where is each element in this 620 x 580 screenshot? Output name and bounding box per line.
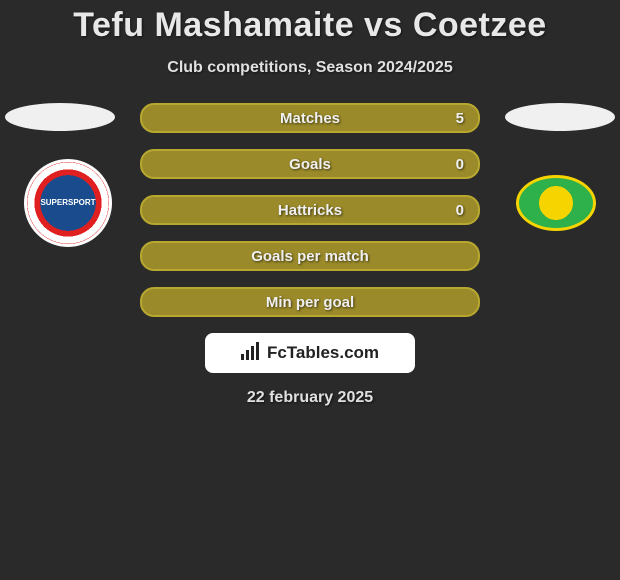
stat-bars: Matches 5 Goals 0 Hattricks 0 Goals per … [140,103,480,317]
club-badge-left: SUPERSPORT [24,159,112,247]
club-badge-right [516,175,596,231]
club-badge-right-inner [536,183,576,223]
page-title: Tefu Mashamaite vs Coetzee [0,0,620,45]
club-badge-left-label: SUPERSPORT [40,199,95,207]
stat-row-min-per-goal: Min per goal [140,287,480,317]
stat-row-matches: Matches 5 [140,103,480,133]
stat-label: Goals per match [251,248,369,265]
stat-label: Hattricks [278,202,342,219]
player-left-photo-oval [5,103,115,131]
stat-label: Matches [280,110,340,127]
stat-value: 0 [456,156,464,173]
stat-label: Min per goal [266,294,354,311]
stat-label: Goals [289,156,331,173]
stat-row-hattricks: Hattricks 0 [140,195,480,225]
stat-value: 0 [456,202,464,219]
page-subtitle: Club competitions, Season 2024/2025 [0,59,620,77]
stat-value: 5 [456,110,464,127]
chart-icon [241,342,263,365]
source-logo-box: FcTables.com [205,333,415,373]
date-line: 22 february 2025 [0,389,620,407]
comparison-panel: SUPERSPORT Matches 5 Goals 0 Hattricks 0… [0,103,620,407]
player-right-photo-oval [505,103,615,131]
stat-row-goals: Goals 0 [140,149,480,179]
stat-row-goals-per-match: Goals per match [140,241,480,271]
source-logo-text: FcTables.com [267,343,379,363]
